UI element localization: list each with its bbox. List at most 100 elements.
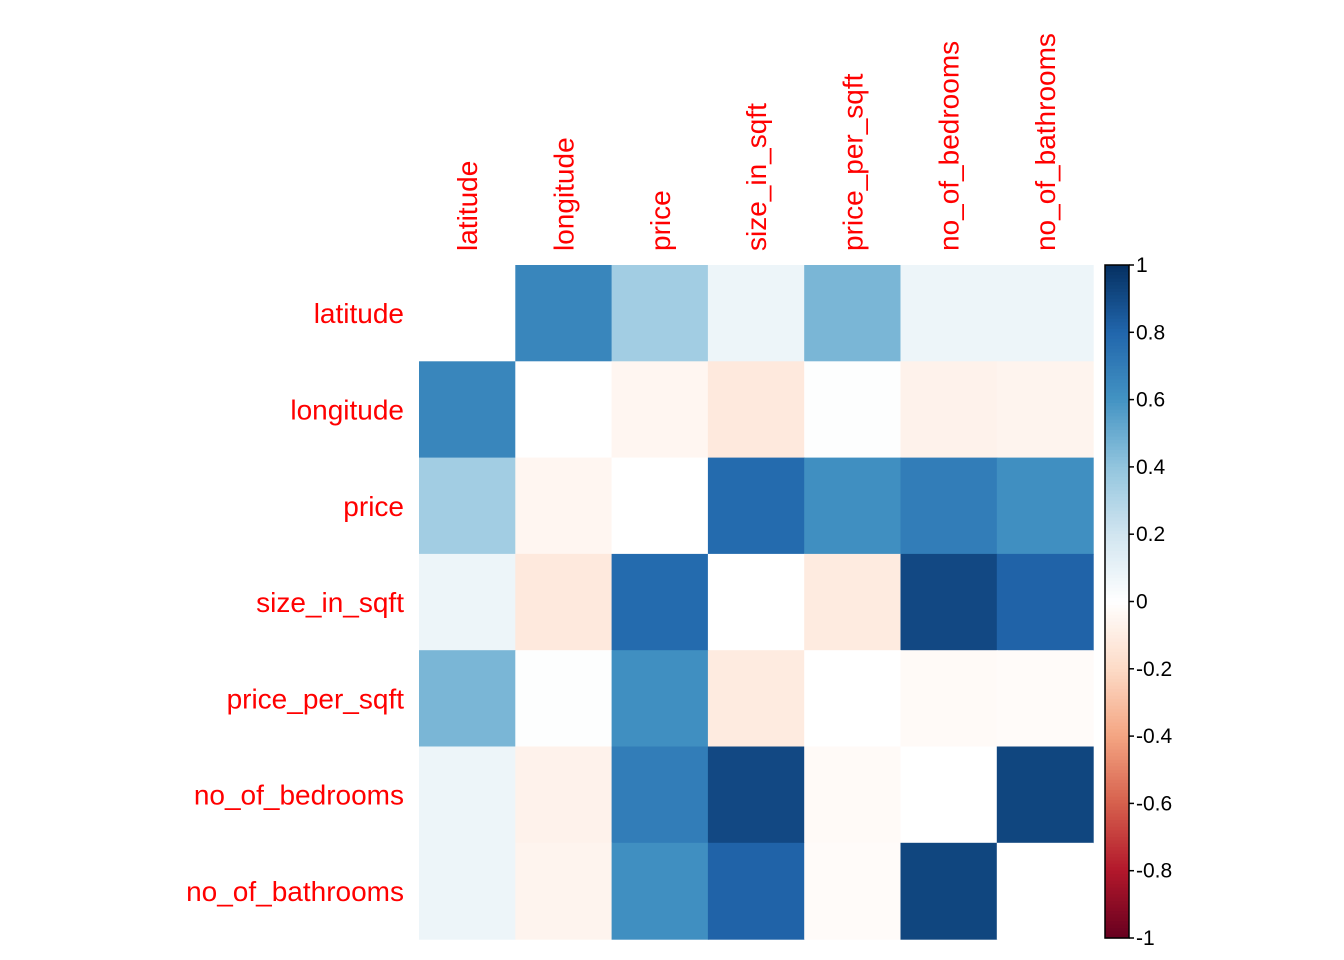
heatmap-cell-longitude-price <box>611 361 709 459</box>
heatmap-cell-no_of_bathrooms-longitude <box>515 842 613 940</box>
legend-color-segment <box>1105 443 1129 448</box>
legend-color-segment <box>1105 857 1129 862</box>
heatmap-cell-latitude-latitude <box>419 265 516 362</box>
legend-color-segment <box>1105 796 1129 801</box>
legend-color-segment <box>1105 722 1129 727</box>
legend-color-segment <box>1105 611 1129 616</box>
row-label-size_in_sqft: size_in_sqft <box>256 587 404 618</box>
heatmap-cell-longitude-latitude <box>419 361 516 459</box>
legend-color-segment <box>1105 766 1129 771</box>
legend-color-segment <box>1105 688 1129 693</box>
legend-color-segment <box>1105 406 1129 411</box>
column-label-price: price <box>645 190 676 251</box>
heatmap-cell-size_in_sqft-longitude <box>515 553 613 651</box>
legend-color-segment <box>1105 439 1129 444</box>
legend-color-segment <box>1105 524 1129 529</box>
legend-color-segment <box>1105 648 1129 653</box>
legend-tick-label: -0.8 <box>1136 860 1172 883</box>
column-label-no_of_bathrooms: no_of_bathrooms <box>1030 33 1061 251</box>
legend-color-segment <box>1105 507 1129 512</box>
legend-color-segment <box>1105 759 1129 764</box>
legend-color-segment <box>1105 813 1129 818</box>
legend-color-segment <box>1105 332 1129 337</box>
legend-color-segment <box>1105 692 1129 697</box>
legend-color-segment <box>1105 715 1129 720</box>
heatmap-cell-no_of_bedrooms-price_per_sqft <box>804 746 902 844</box>
legend-color-segment <box>1105 291 1129 296</box>
legend-color-segment <box>1105 931 1129 936</box>
legend-tick-label: -0.4 <box>1136 725 1173 748</box>
heatmap-cell-no_of_bathrooms-no_of_bathrooms <box>996 842 1094 940</box>
row-labels: latitude longitude price size_in_sqft price_… <box>186 298 404 907</box>
legend-color-segment <box>1105 392 1129 397</box>
legend-color-segment <box>1105 487 1129 492</box>
legend-color-segment <box>1105 305 1129 310</box>
legend-color-segment <box>1105 413 1129 418</box>
heatmap-cell-size_in_sqft-price <box>611 553 709 651</box>
heatmap-cell-price-no_of_bathrooms <box>996 457 1094 555</box>
legend-color-segment <box>1105 389 1129 394</box>
legend-color-segment <box>1105 268 1129 273</box>
legend-color-segment <box>1105 315 1129 320</box>
legend-color-segment <box>1105 339 1129 343</box>
legend-color-segment <box>1105 641 1129 646</box>
legend-color-segment <box>1105 497 1129 502</box>
column-label-size_in_sqft: size_in_sqft <box>741 103 772 251</box>
legend-color-segment <box>1105 665 1129 670</box>
legend-tick-label: 0.8 <box>1136 321 1165 344</box>
legend-color-segment <box>1105 470 1129 475</box>
legend-color-segment <box>1105 847 1129 852</box>
legend-color-segment <box>1105 298 1129 303</box>
heatmap-cell-latitude-size_in_sqft <box>707 265 805 362</box>
legend-color-segment <box>1105 409 1129 414</box>
legend-color-segment <box>1105 756 1129 761</box>
legend-color-segment <box>1105 867 1129 872</box>
legend-color-segment <box>1105 810 1129 815</box>
heatmap-cell-size_in_sqft-size_in_sqft <box>707 553 805 651</box>
legend-color-segment <box>1105 662 1129 667</box>
legend-color-segment <box>1105 318 1129 323</box>
legend-color-segment <box>1105 500 1129 505</box>
legend-color-segment <box>1105 763 1129 767</box>
legend-color-segment <box>1105 702 1129 707</box>
legend-color-segment <box>1105 480 1129 485</box>
legend-color-segment <box>1105 325 1129 330</box>
legend-color-segment <box>1105 557 1129 562</box>
legend-color-segment <box>1105 786 1129 791</box>
legend-tick-label: -1 <box>1136 927 1155 950</box>
heatmap-cell-no_of_bedrooms-no_of_bathrooms <box>996 746 1094 844</box>
heatmap-cell-size_in_sqft-price_per_sqft <box>804 553 902 651</box>
legend-color-segment <box>1105 739 1129 744</box>
legend-color-segment <box>1105 312 1129 317</box>
legend-color-segment <box>1105 490 1129 495</box>
legend-color-segment <box>1105 675 1129 680</box>
legend-tick-label: 0.4 <box>1136 456 1166 479</box>
legend-color-segment <box>1105 554 1129 559</box>
legend-color-segment <box>1105 699 1129 704</box>
legend-color-segment <box>1105 322 1129 327</box>
row-label-price_per_sqft: price_per_sqft <box>227 683 405 714</box>
heatmap-cell-no_of_bathrooms-price <box>611 842 709 940</box>
legend-color-segment <box>1105 604 1129 609</box>
legend-color-segment <box>1105 840 1129 845</box>
heatmap-cell-size_in_sqft-no_of_bedrooms <box>900 553 998 651</box>
legend-color-segment <box>1105 769 1129 774</box>
legend-color-segment <box>1105 540 1129 545</box>
heatmap-cell-price-no_of_bedrooms <box>900 457 998 555</box>
heatmap-cell-price_per_sqft-no_of_bedrooms <box>900 650 998 748</box>
heatmap-cell-latitude-price <box>611 265 709 362</box>
legend-color-segment <box>1105 803 1129 808</box>
legend-color-segment <box>1105 386 1129 391</box>
legend-color-segment <box>1105 705 1129 710</box>
heatmap-cell-price-longitude <box>515 457 613 555</box>
legend-color-segment <box>1105 302 1129 306</box>
legend-color-segment <box>1105 365 1129 370</box>
heatmap-cell-latitude-longitude <box>515 265 613 362</box>
legend-color-segment <box>1105 884 1129 889</box>
legend-color-segment <box>1105 897 1129 902</box>
legend-color-segment <box>1105 682 1129 687</box>
legend-color-segment <box>1105 621 1129 626</box>
legend-color-segment <box>1105 359 1129 364</box>
heatmap-cell-price-size_in_sqft <box>707 457 805 555</box>
